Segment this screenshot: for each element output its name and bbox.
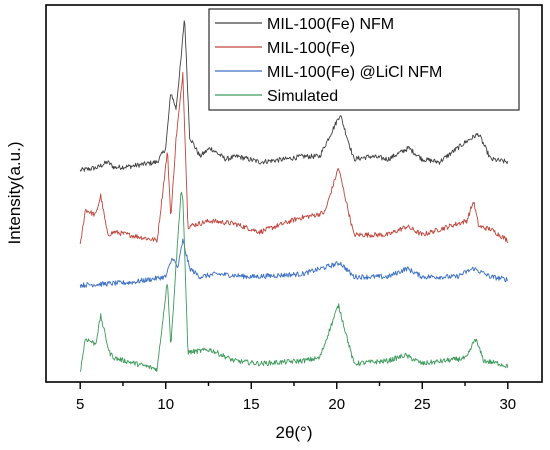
legend-label: MIL-100(Fe) @LiCl NFM <box>267 64 442 81</box>
legend-label: MIL-100(Fe) NFM <box>267 16 394 33</box>
series-line-1 <box>79 20 509 172</box>
x-tick-label: 5 <box>76 396 84 413</box>
x-tick-label: 20 <box>328 396 345 413</box>
legend-box <box>208 8 520 111</box>
series-layer <box>79 20 509 373</box>
x-tick-label: 25 <box>414 396 431 413</box>
x-axis-label: 2θ(°) <box>275 423 312 442</box>
x-axis: 5 10 15 20 25 30 <box>76 382 516 413</box>
x-tick-label: 30 <box>499 396 516 413</box>
y-axis-label: Intensity(a.u.) <box>5 142 24 245</box>
legend: MIL-100(Fe) NFM MIL-100(Fe) MIL-100(Fe) @L… <box>208 8 520 111</box>
series-line-3 <box>79 238 509 289</box>
series-line-4 <box>79 191 509 373</box>
x-tick-label: 10 <box>157 396 174 413</box>
legend-label: Simulated <box>267 88 338 105</box>
legend-label: MIL-100(Fe) <box>267 40 355 57</box>
x-tick-label: 15 <box>243 396 260 413</box>
series-line-2 <box>79 71 509 244</box>
